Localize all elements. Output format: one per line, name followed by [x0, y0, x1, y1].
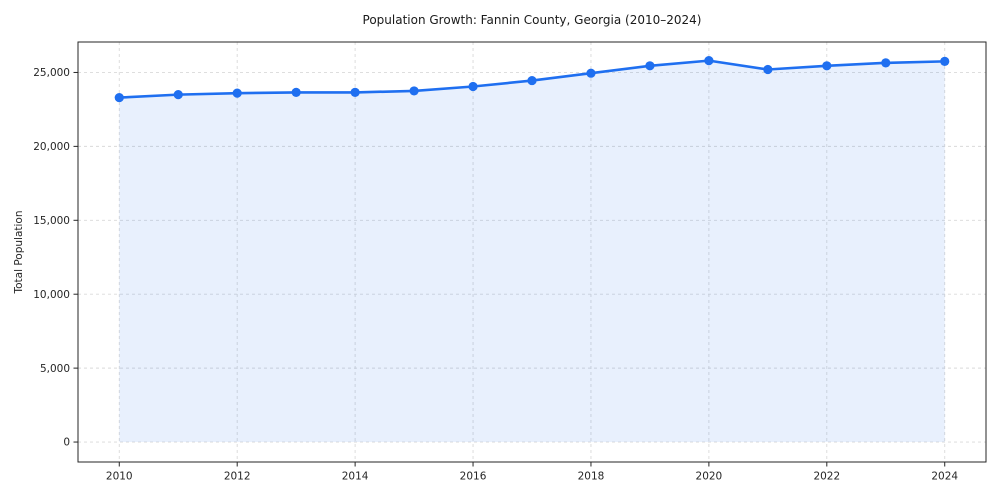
x-tick-label: 2018: [578, 471, 605, 483]
data-point-2020: [704, 56, 714, 66]
data-point-2017: [527, 75, 537, 86]
data-point-2014: [350, 87, 360, 98]
x-tick-label: 2016: [460, 471, 487, 483]
y-tick-label: 0: [63, 437, 70, 449]
data-point-2012: [232, 88, 242, 98]
x-tick-label: 2020: [696, 471, 723, 483]
data-point-2013: [291, 87, 301, 98]
data-point-2018: [586, 68, 596, 78]
data-point-2024: [940, 56, 950, 66]
y-tick-label: 25,000: [33, 67, 70, 79]
y-tick-label: 10,000: [33, 289, 70, 301]
data-point-2022: [822, 61, 832, 71]
x-tick-label: 2010: [106, 471, 133, 483]
data-point-2015: [409, 86, 419, 96]
y-tick-label: 5,000: [40, 363, 70, 375]
x-tick-label: 2012: [224, 471, 251, 483]
x-tick-label: 2024: [931, 471, 958, 483]
plot-border: [77, 41, 987, 463]
y-tick-label: 20,000: [33, 141, 70, 153]
data-point-2011: [173, 90, 183, 100]
data-point-2023: [881, 58, 891, 68]
data-point-2021: [763, 64, 773, 75]
data-point-2019: [645, 61, 655, 71]
data-point-2016: [468, 81, 478, 92]
x-tick-label: 2022: [813, 471, 840, 483]
area-fill: [119, 60, 945, 443]
x-tick-label: 2014: [342, 471, 369, 483]
data-point-2010: [114, 92, 124, 103]
chart-title: Population Growth: Fannin County, Georgi…: [362, 13, 702, 27]
y-tick-label: 15,000: [33, 215, 70, 227]
